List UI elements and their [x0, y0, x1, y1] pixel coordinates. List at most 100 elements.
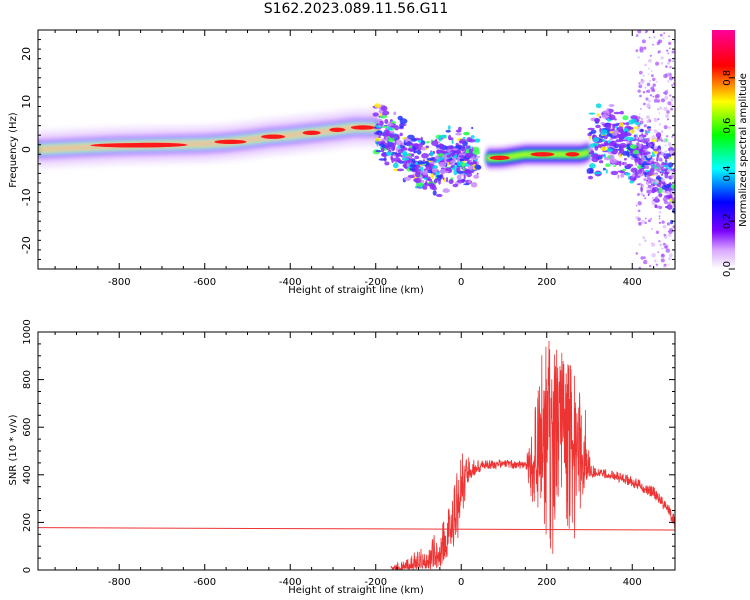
y-tick-label: -10: [20, 188, 33, 206]
spectral-speckle: [619, 147, 624, 154]
spectral-speckle: [667, 264, 670, 266]
spectral-speckle: [382, 131, 389, 137]
spectrogram-y-axis-label: Frequency (Hz): [8, 112, 19, 188]
spectral-peak: [329, 127, 346, 133]
spectral-speckle: [413, 150, 418, 154]
spectral-speckle: [668, 257, 672, 261]
spectral-speckle: [658, 221, 662, 225]
spectral-speckle: [637, 30, 642, 34]
spectral-speckle: [426, 157, 435, 161]
spectral-speckle: [662, 242, 666, 246]
spectral-speckle: [659, 106, 663, 110]
spectral-speckle: [445, 129, 451, 133]
spectral-speckle: [382, 110, 390, 116]
spectral-speckle: [651, 158, 655, 161]
spectral-speckle: [625, 122, 630, 126]
spectral-speckle: [655, 132, 662, 138]
spectral-speckle: [671, 169, 674, 171]
spectral-speckle: [634, 162, 638, 166]
spectral-speckle: [422, 185, 428, 190]
spectral-speckle: [471, 157, 478, 160]
spectral-speckle: [609, 138, 613, 141]
spectral-speckle: [470, 135, 475, 139]
spectral-peak: [489, 155, 510, 161]
spectral-speckle: [611, 123, 618, 127]
spectral-speckle: [619, 142, 627, 149]
spectral-peak: [119, 142, 188, 148]
spectral-speckle: [644, 239, 647, 242]
spectral-speckle: [655, 174, 658, 177]
spectral-speckle: [595, 103, 602, 109]
spectral-speckle: [415, 172, 421, 178]
spectral-speckle: [666, 89, 669, 91]
spectral-speckle: [395, 139, 403, 146]
spectral-speckle: [672, 168, 675, 172]
spectral-speckle: [637, 164, 642, 170]
spectral-speckle: [651, 154, 656, 157]
spectral-speckle: [599, 116, 602, 119]
spectral-speckle: [638, 243, 641, 246]
spectral-speckle: [438, 143, 444, 150]
spectral-speckle: [643, 124, 647, 128]
spectral-speckle: [613, 165, 617, 167]
spectral-speckle: [615, 143, 621, 147]
spectral-speckle: [425, 141, 430, 144]
spectral-speckle: [425, 180, 428, 186]
spectral-speckle: [630, 128, 635, 134]
spectral-speckle: [638, 266, 642, 269]
spectral-speckle: [605, 124, 610, 127]
spectral-speckle: [670, 66, 673, 69]
spectral-speckle: [660, 258, 665, 263]
spectral-speckle: [666, 110, 670, 114]
spectral-speckle: [640, 108, 642, 110]
spectral-speckle: [670, 98, 674, 102]
spectral-speckle: [463, 183, 470, 186]
spectral-speckle: [653, 35, 656, 39]
spectral-speckle: [387, 126, 393, 131]
spectral-speckle: [668, 47, 671, 50]
spectral-speckle: [414, 155, 420, 160]
spectral-speckle: [650, 217, 652, 220]
spectral-speckle: [393, 111, 397, 116]
spectral-speckle: [639, 113, 641, 115]
spectral-speckle: [622, 115, 629, 121]
spectral-speckle: [666, 49, 669, 52]
spectral-speckle: [671, 197, 675, 202]
spectral-speckle: [660, 130, 664, 134]
spectral-speckle: [646, 175, 650, 179]
spectral-speckle: [403, 152, 407, 158]
spectral-speckle: [659, 33, 663, 37]
spectral-speckle: [668, 58, 672, 63]
spectral-speckle: [647, 193, 650, 196]
spectral-speckle: [644, 197, 647, 200]
spectral-speckle: [459, 138, 467, 144]
spectral-speckle: [667, 162, 674, 168]
spectral-speckle: [635, 34, 639, 37]
spectral-speckle: [663, 263, 667, 267]
spectral-speckle: [647, 127, 651, 132]
spectral-speckle: [456, 174, 462, 181]
spectral-speckle: [671, 135, 674, 138]
spectral-speckle: [380, 147, 385, 153]
spectral-speckle: [602, 167, 606, 171]
spectral-speckle: [385, 136, 388, 142]
spectral-speckle: [456, 167, 459, 173]
spectral-speckle: [451, 139, 454, 144]
spectral-speckle: [669, 76, 674, 81]
spectral-speckle: [658, 215, 661, 218]
spectral-speckle: [462, 136, 466, 140]
spectral-speckle: [653, 118, 658, 123]
spectral-speckle: [642, 80, 646, 83]
spectral-speckle: [668, 75, 670, 77]
spectral-speckle: [667, 52, 670, 55]
spectral-speckle: [476, 172, 479, 175]
spectral-speckle: [658, 217, 661, 220]
spectral-speckle: [664, 245, 668, 249]
spectral-speckle: [403, 176, 411, 181]
spectral-speckle: [379, 112, 383, 117]
x-tick-label: 400: [623, 277, 642, 288]
spectral-speckle: [660, 139, 664, 142]
x-tick-label: 200: [537, 277, 556, 288]
spectral-speckle: [655, 186, 658, 190]
spectral-speckle: [647, 219, 651, 223]
